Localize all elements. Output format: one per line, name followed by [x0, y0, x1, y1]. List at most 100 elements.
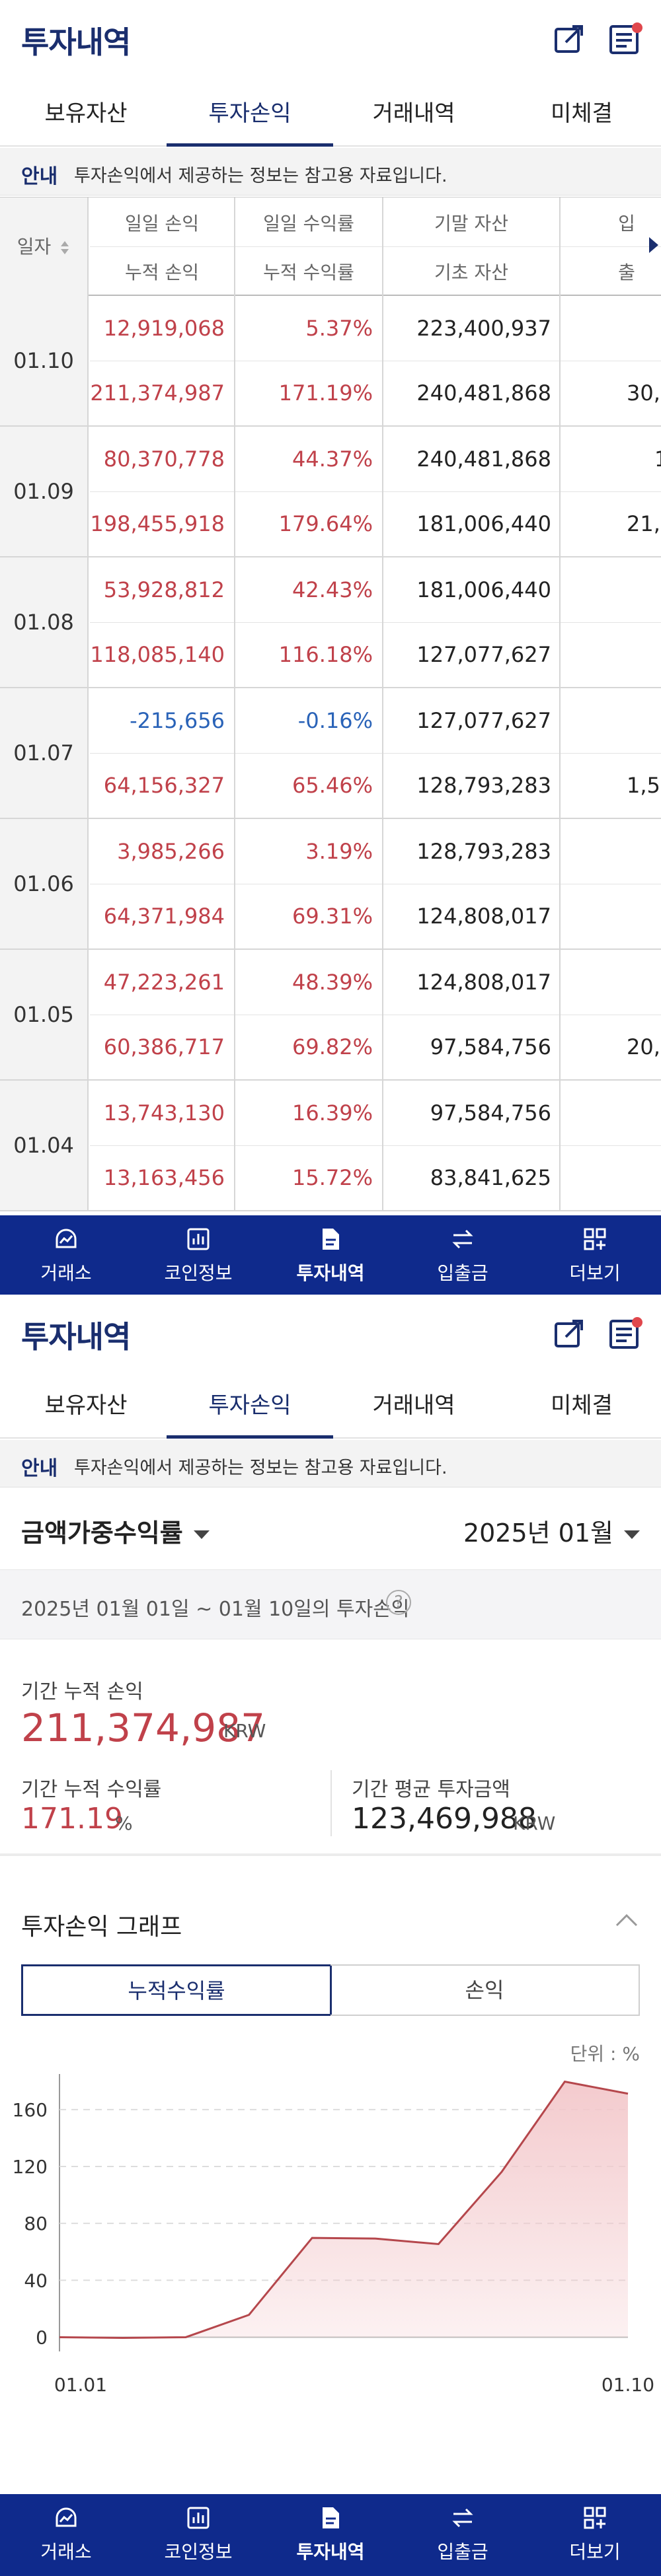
nav-exchange[interactable]: 거래소 — [0, 1215, 132, 1295]
col-divider — [559, 688, 561, 818]
nav-more[interactable]: 더보기 — [529, 1215, 661, 1295]
daily-pl: 13,743,130 — [103, 1100, 225, 1126]
col-divider — [234, 557, 235, 687]
end-asset: 127,077,627 — [416, 708, 551, 733]
chevron-up-icon[interactable] — [615, 1913, 639, 1927]
coin-info-icon — [187, 1228, 210, 1250]
col-divider — [234, 819, 235, 948]
withdraw-partial: 30,0 — [627, 380, 661, 406]
end-asset: 223,400,937 — [416, 316, 551, 341]
row-date: 01.07 — [0, 688, 89, 818]
daily-pl: 80,370,778 — [103, 447, 225, 472]
exchange-chart-icon — [56, 2507, 77, 2527]
screen-table-view: 투자내역 보유자산 투자손익 거래내역 미체결 안내 투자손익에서 제공하는 정… — [0, 0, 661, 1295]
daily-rate: 16.39% — [292, 1100, 373, 1126]
begin-asset: 128,793,283 — [416, 773, 551, 798]
period-bar: 2025년 01월 01일 ~ 01월 10일의 투자손익 ? — [0, 1569, 661, 1639]
cum-pl: 60,386,717 — [103, 1034, 225, 1059]
col-divider — [234, 688, 235, 818]
help-icon[interactable]: ? — [386, 1590, 411, 1615]
chart-unit-note: 단위 : % — [570, 2043, 640, 2065]
tab-pending[interactable]: 미체결 — [551, 1392, 613, 1419]
header-cum-pl: 누적 손익 — [125, 262, 199, 283]
bottom-nav: 거래소 코인정보 투자내역 입출금 더보기 — [0, 2494, 661, 2576]
header-daily-pl: 일일 손익 — [125, 213, 199, 234]
tab-holdings[interactable]: 보유자산 — [44, 100, 128, 127]
row-date: 01.06 — [0, 819, 89, 948]
cum-pl-label: 기간 누적 손익 — [21, 1680, 143, 1703]
notice-banner: 안내 투자손익에서 제공하는 정보는 참고용 자료입니다. — [0, 148, 661, 196]
transfer-icon — [452, 1229, 473, 1249]
cum-pl-unit: KRW — [223, 1720, 266, 1742]
daily-rate: 42.43% — [292, 577, 373, 602]
col-divider — [382, 950, 383, 1079]
col-divider — [234, 197, 235, 297]
metric-selector[interactable]: 금액가중수익률 — [21, 1513, 210, 1549]
segment-pl[interactable]: 손익 — [330, 1964, 640, 2016]
dropdown-caret-icon — [624, 1530, 640, 1539]
begin-asset: 124,808,017 — [416, 904, 551, 929]
daily-rate: -0.16% — [297, 708, 373, 733]
period-text: 2025년 01월 01일 ~ 01월 10일의 투자손익 — [21, 1598, 410, 1621]
end-asset: 124,808,017 — [416, 970, 551, 995]
header-divider — [90, 246, 661, 247]
chart-bottom-space — [0, 2444, 661, 2484]
more-grid-icon — [584, 1228, 606, 1250]
col-divider — [559, 296, 561, 425]
tab-bar: 보유자산 투자손익 거래내역 미체결 — [0, 1380, 661, 1439]
y-tick-label: 160 — [13, 2099, 48, 2121]
end-asset: 240,481,868 — [416, 447, 551, 472]
nav-investment[interactable]: 투자내역 — [264, 2494, 397, 2576]
memo-icon[interactable] — [608, 1316, 644, 1351]
cum-pl: 211,374,987 — [90, 380, 225, 406]
tab-holdings[interactable]: 보유자산 — [44, 1392, 128, 1419]
cum-rate-label: 기간 누적 수익률 — [21, 1778, 162, 1801]
page-title: 투자내역 — [21, 1319, 131, 1355]
end-asset: 128,793,283 — [416, 839, 551, 864]
series-area — [59, 2081, 628, 2338]
deposit-partial: 1 — [654, 447, 661, 472]
row-date: 01.08 — [0, 557, 89, 687]
daily-rate: 3.19% — [305, 839, 373, 864]
header-cum-rate: 누적 수익률 — [263, 262, 354, 283]
tab-transactions[interactable]: 거래내역 — [372, 1392, 455, 1419]
tab-transactions[interactable]: 거래내역 — [372, 100, 455, 127]
share-icon[interactable] — [553, 22, 586, 55]
avg-invest-unit: KRW — [513, 1812, 556, 1834]
table-row: 01.09 80,370,778 44.37% 240,481,868 1 198,455… — [0, 427, 661, 557]
segment-cum-rate[interactable]: 누적수익률 — [21, 1964, 332, 2016]
col-divider — [234, 427, 235, 556]
nav-coin-info[interactable]: 코인정보 — [132, 2494, 264, 2576]
page-title: 투자내역 — [21, 24, 131, 60]
begin-asset: 97,584,756 — [430, 1034, 551, 1059]
nav-coin-info[interactable]: 코인정보 — [132, 1215, 264, 1295]
col-divider — [382, 296, 383, 425]
scroll-right-icon[interactable] — [649, 237, 658, 253]
nav-investment[interactable]: 투자내역 — [264, 1215, 397, 1295]
daily-pl: 53,928,812 — [103, 577, 225, 602]
coin-info-icon — [187, 2507, 210, 2529]
share-icon[interactable] — [553, 1317, 586, 1350]
tab-investment-pl[interactable]: 투자손익 — [167, 1380, 333, 1439]
table-row: 01.05 47,223,261 48.39% 124,808,017 60,386,7… — [0, 950, 661, 1081]
table-row: 01.06 3,985,266 3.19% 128,793,283 64,371,984… — [0, 819, 661, 950]
memo-icon[interactable] — [608, 21, 644, 57]
col-divider — [559, 427, 561, 556]
nav-exchange[interactable]: 거래소 — [0, 2494, 132, 2576]
dropdown-caret-icon — [193, 1530, 210, 1539]
nav-transfer[interactable]: 입출금 — [397, 1215, 529, 1295]
month-selector[interactable]: 2025년 01월 — [463, 1513, 640, 1549]
tab-pending[interactable]: 미체결 — [551, 100, 613, 127]
nav-more[interactable]: 더보기 — [529, 2494, 661, 2576]
col-divider — [382, 819, 383, 948]
tab-investment-pl[interactable]: 투자손익 — [167, 89, 333, 147]
cum-rate-value: 171.19 — [21, 1802, 123, 1836]
daily-rate: 5.37% — [305, 316, 373, 341]
table-row: 01.07 -215,656 -0.16% 127,077,627 64,156,327… — [0, 688, 661, 819]
app-bar: 투자내역 — [0, 0, 661, 81]
header-begin-asset: 기초 자산 — [434, 262, 508, 283]
x-tick-label: 01.01 — [54, 2374, 107, 2396]
nav-transfer[interactable]: 입출금 — [397, 2494, 529, 2576]
section-divider — [0, 1853, 661, 1856]
date-sort-header[interactable]: 일자 — [0, 197, 89, 297]
